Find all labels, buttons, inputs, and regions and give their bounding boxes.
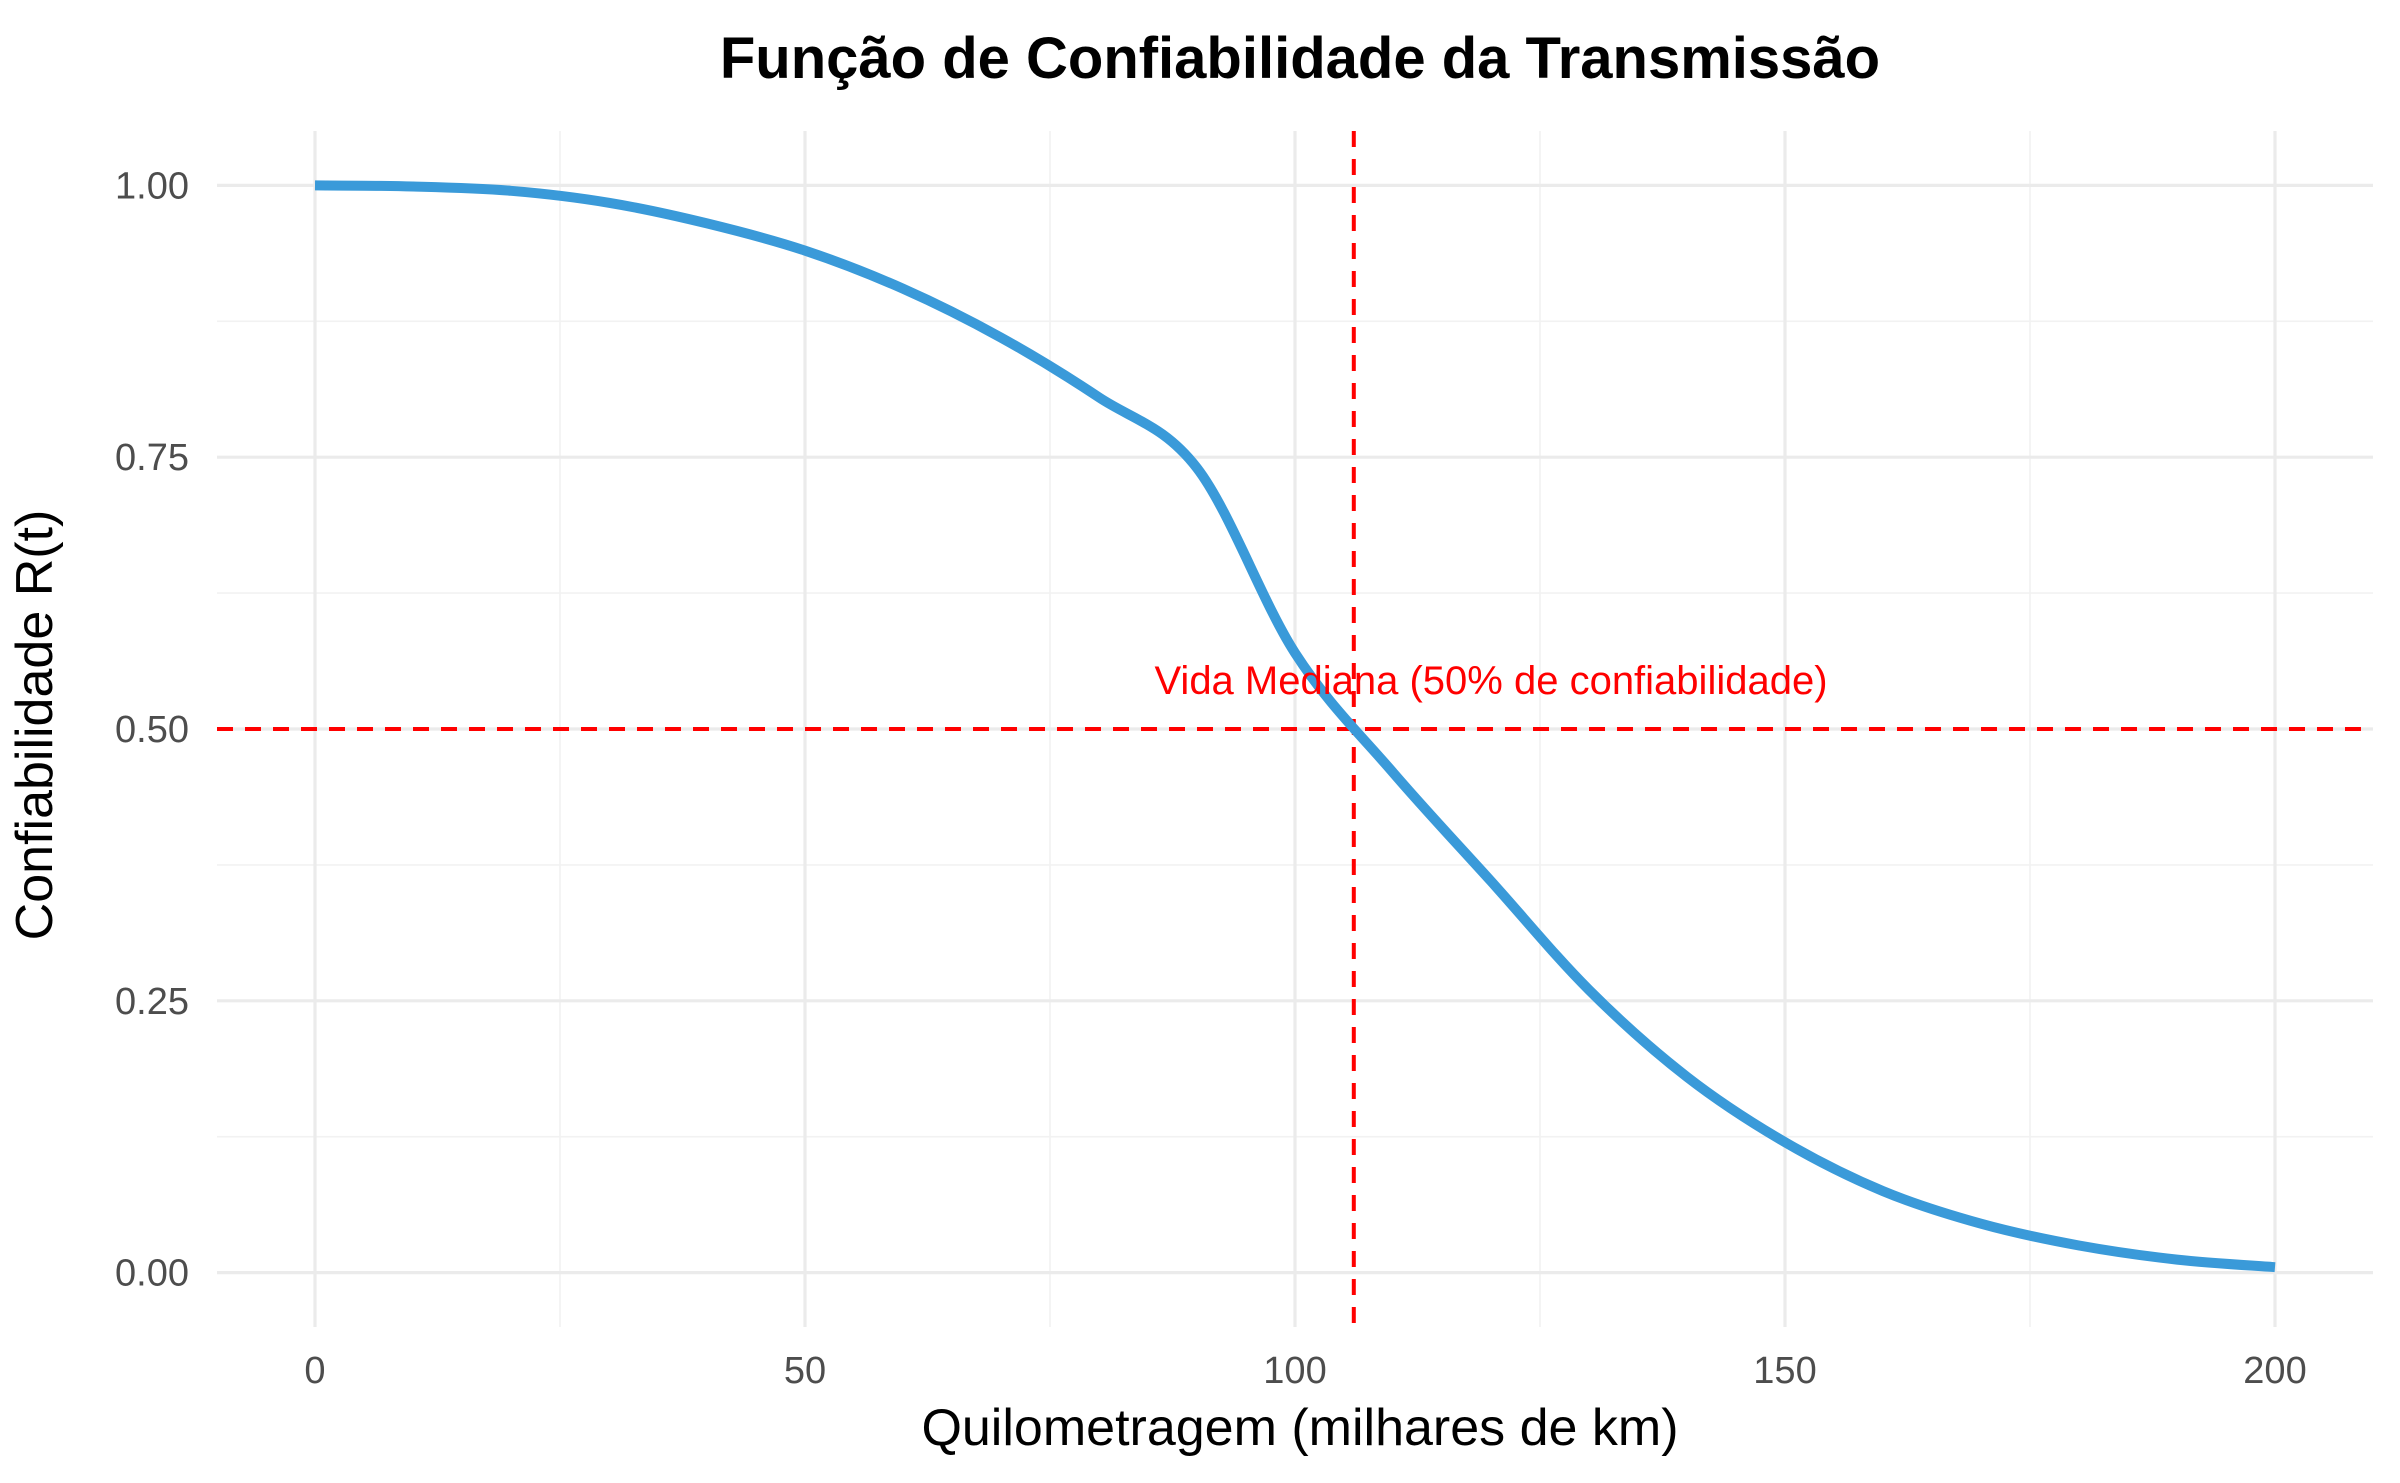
- reliability-curve: [314, 180, 2276, 1273]
- y-tick-label: 0.00: [115, 1253, 189, 1295]
- x-tick-label: 50: [784, 1350, 826, 1392]
- y-tick-label: 1.00: [115, 165, 189, 207]
- median-life-annotation: Vida Mediana (50% de confiabilidade): [1154, 659, 1827, 703]
- x-tick-labels: 0 50 100 150 200: [304, 1350, 2306, 1392]
- y-tick-label: 0.75: [115, 437, 189, 479]
- series-layer: [314, 180, 2276, 1273]
- x-tick-label: 150: [1753, 1350, 1816, 1392]
- y-axis-title: Confiabilidade R(t): [6, 510, 64, 941]
- x-tick-label: 0: [304, 1350, 325, 1392]
- x-tick-label: 200: [2243, 1350, 2306, 1392]
- y-tick-label: 0.50: [115, 709, 189, 751]
- y-tick-label: 0.25: [115, 981, 189, 1023]
- annotation-layer: Vida Mediana (50% de confiabilidade): [1154, 659, 1827, 703]
- y-tick-labels: 0.00 0.25 0.50 0.75 1.00: [115, 165, 189, 1294]
- x-axis-title: Quilometragem (milhares de km): [921, 1399, 1678, 1457]
- x-tick-label: 100: [1263, 1350, 1326, 1392]
- chart-title: Função de Confiabilidade da Transmissão: [720, 26, 1880, 91]
